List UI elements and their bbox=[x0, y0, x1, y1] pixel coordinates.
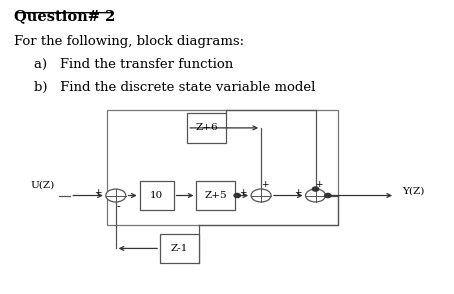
Text: +: + bbox=[94, 188, 101, 197]
Circle shape bbox=[325, 193, 331, 198]
Text: -: - bbox=[116, 201, 120, 211]
Text: a)   Find the transfer function: a) Find the transfer function bbox=[34, 58, 233, 71]
Text: Z+6: Z+6 bbox=[195, 123, 218, 132]
Text: 10: 10 bbox=[150, 191, 163, 200]
Bar bbox=[160, 234, 199, 263]
Text: b)   Find the discrete state variable model: b) Find the discrete state variable mode… bbox=[34, 81, 316, 94]
Bar bbox=[140, 181, 174, 210]
Circle shape bbox=[234, 193, 241, 198]
Circle shape bbox=[251, 189, 271, 202]
Text: +: + bbox=[294, 188, 301, 197]
Circle shape bbox=[306, 189, 326, 202]
Text: +: + bbox=[239, 188, 247, 197]
Bar bbox=[188, 113, 226, 143]
Text: Y(Z): Y(Z) bbox=[402, 187, 424, 196]
Bar bbox=[107, 110, 338, 225]
Text: +: + bbox=[261, 180, 268, 189]
Circle shape bbox=[312, 187, 319, 191]
Text: Question# 2: Question# 2 bbox=[14, 9, 115, 23]
Text: Z-1: Z-1 bbox=[171, 244, 188, 253]
Text: U(Z): U(Z) bbox=[30, 181, 54, 190]
Text: +: + bbox=[316, 180, 323, 189]
Bar bbox=[196, 181, 235, 210]
Circle shape bbox=[106, 189, 126, 202]
Text: Z+5: Z+5 bbox=[204, 191, 227, 200]
Text: For the following, block diagrams:: For the following, block diagrams: bbox=[14, 35, 244, 48]
